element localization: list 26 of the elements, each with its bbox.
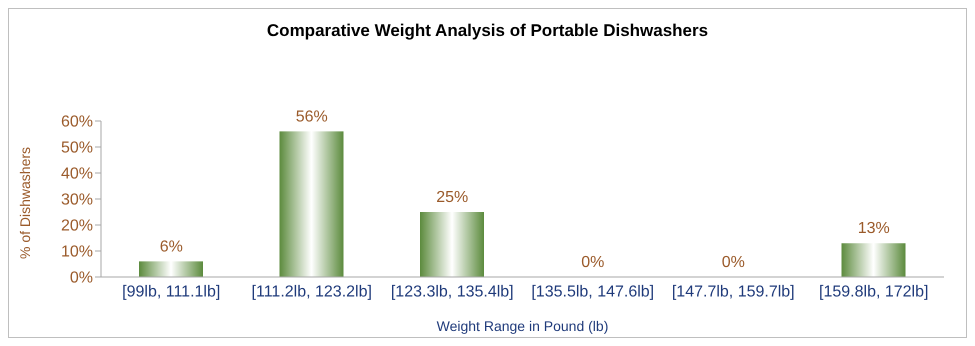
y-axis-title: % of Dishwashers — [16, 146, 33, 259]
y-tick-label: 20% — [60, 218, 93, 235]
y-tick-label: 0% — [70, 270, 93, 287]
y-tick-label: 50% — [60, 140, 93, 157]
y-tick-label: 60% — [60, 114, 93, 131]
x-tick-label: [123.3lb, 135.4lb] — [390, 283, 514, 300]
bar — [139, 261, 203, 277]
bar — [280, 131, 344, 277]
data-label: 13% — [858, 220, 890, 238]
data-label: 0% — [581, 254, 604, 271]
y-tick-label: 30% — [60, 192, 93, 209]
data-label: 0% — [722, 254, 745, 271]
x-tick-label: [159.8lb, 172lb] — [819, 283, 928, 300]
bar — [842, 243, 906, 277]
data-label: 6% — [160, 238, 183, 256]
x-tick-label: [111.2lb, 123.2lb] — [252, 283, 372, 300]
data-label: 56% — [296, 108, 328, 126]
x-axis-title: Weight Range in Pound (lb) — [436, 318, 608, 334]
x-tick-label: [135.5lb, 147.6lb] — [531, 283, 654, 300]
data-label: 25% — [436, 189, 468, 206]
chart-title: Comparative Weight Analysis of Portable Dishwashers — [266, 21, 710, 41]
y-tick-label: 10% — [60, 244, 93, 261]
y-tick-label: 40% — [60, 166, 93, 183]
x-tick-label: [147.7lb, 159.7lb] — [672, 283, 795, 300]
bar — [420, 212, 484, 277]
x-tick-label: [99lb, 111.1lb] — [122, 283, 220, 300]
